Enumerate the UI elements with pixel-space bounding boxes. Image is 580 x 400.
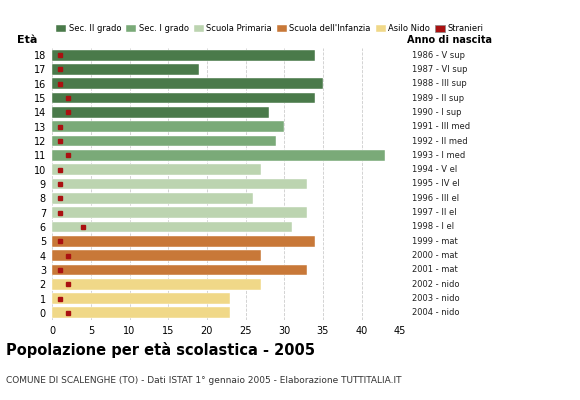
- Text: 2001 - mat: 2001 - mat: [412, 265, 458, 274]
- Bar: [52, 279, 261, 290]
- Text: 2004 - nido: 2004 - nido: [412, 308, 459, 317]
- Text: COMUNE DI SCALENGHE (TO) - Dati ISTAT 1° gennaio 2005 - Elaborazione TUTTITALIA.: COMUNE DI SCALENGHE (TO) - Dati ISTAT 1°…: [6, 376, 401, 385]
- Bar: [52, 222, 292, 232]
- Text: 1992 - II med: 1992 - II med: [412, 136, 467, 146]
- Text: 1990 - I sup: 1990 - I sup: [412, 108, 461, 117]
- Bar: [52, 293, 230, 304]
- Legend: Sec. II grado, Sec. I grado, Scuola Primaria, Scuola dell'Infanzia, Asilo Nido, : Sec. II grado, Sec. I grado, Scuola Prim…: [56, 24, 484, 33]
- Text: 2002 - nido: 2002 - nido: [412, 280, 459, 289]
- Bar: [52, 136, 277, 146]
- Text: Anno di nascita: Anno di nascita: [407, 35, 492, 45]
- Bar: [52, 78, 323, 89]
- Text: 2000 - mat: 2000 - mat: [412, 251, 458, 260]
- Bar: [52, 308, 230, 318]
- Bar: [52, 193, 253, 204]
- Bar: [52, 121, 284, 132]
- Bar: [52, 107, 269, 118]
- Text: 1994 - V el: 1994 - V el: [412, 165, 457, 174]
- Bar: [52, 150, 385, 161]
- Bar: [52, 236, 315, 247]
- Text: 1987 - VI sup: 1987 - VI sup: [412, 65, 467, 74]
- Text: 1993 - I med: 1993 - I med: [412, 151, 465, 160]
- Bar: [52, 250, 261, 261]
- Text: 1996 - III el: 1996 - III el: [412, 194, 459, 203]
- Bar: [52, 207, 307, 218]
- Text: 1995 - IV el: 1995 - IV el: [412, 180, 459, 188]
- Bar: [52, 264, 307, 275]
- Text: 1998 - I el: 1998 - I el: [412, 222, 454, 232]
- Text: Età: Età: [17, 35, 38, 45]
- Bar: [52, 64, 199, 75]
- Text: Popolazione per età scolastica - 2005: Popolazione per età scolastica - 2005: [6, 342, 315, 358]
- Text: 2003 - nido: 2003 - nido: [412, 294, 459, 303]
- Text: 1986 - V sup: 1986 - V sup: [412, 51, 465, 60]
- Text: 1991 - III med: 1991 - III med: [412, 122, 470, 131]
- Bar: [52, 179, 307, 189]
- Bar: [52, 50, 315, 60]
- Text: 1999 - mat: 1999 - mat: [412, 237, 458, 246]
- Text: 1988 - III sup: 1988 - III sup: [412, 79, 466, 88]
- Bar: [52, 164, 261, 175]
- Text: 1997 - II el: 1997 - II el: [412, 208, 456, 217]
- Text: 1989 - II sup: 1989 - II sup: [412, 94, 464, 103]
- Bar: [52, 93, 315, 104]
